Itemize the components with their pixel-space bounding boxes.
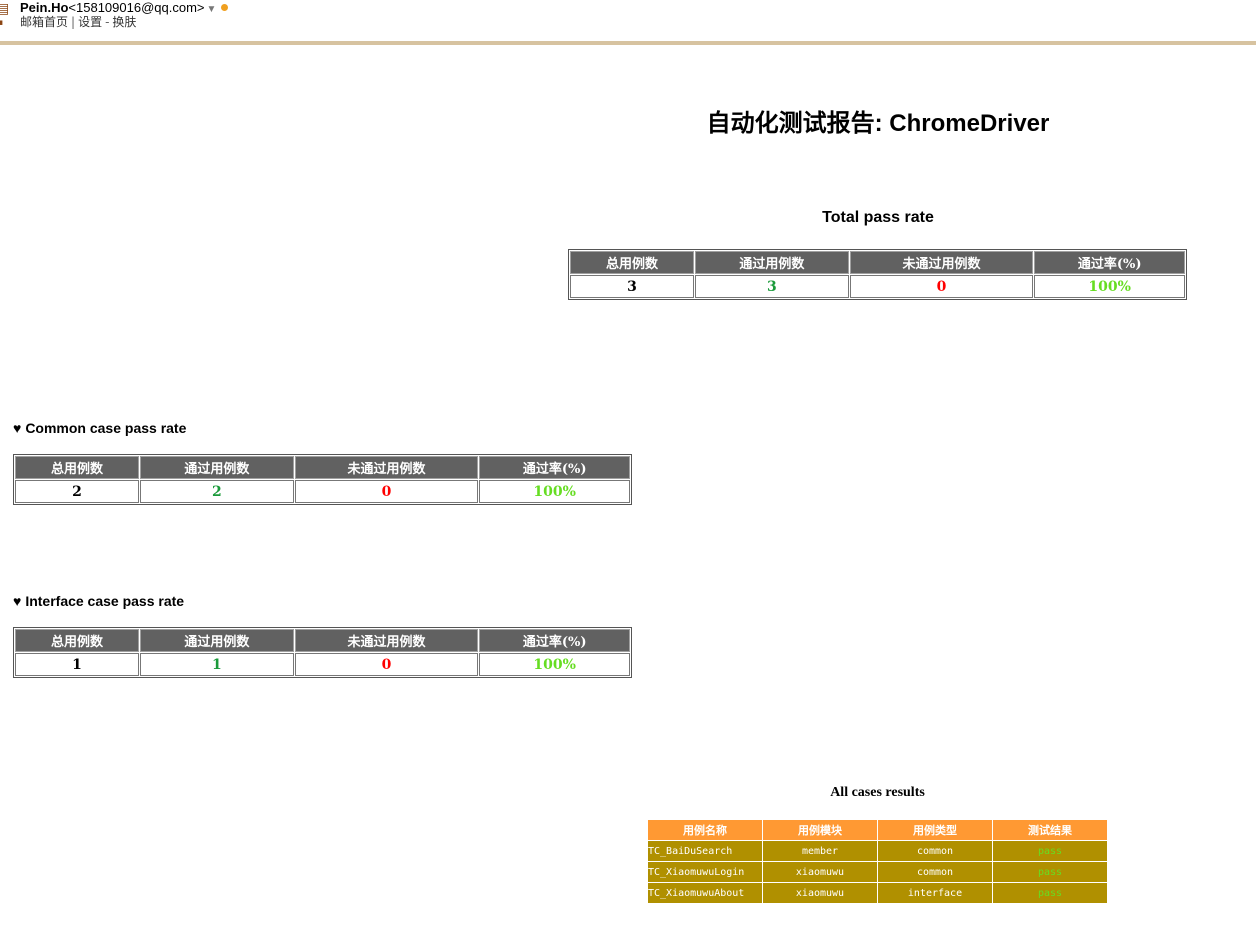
col-case-module: 用例模块 xyxy=(762,819,878,841)
heart-icon: ♥ xyxy=(13,420,22,436)
interface-pass-rate-table: 总用例数 通过用例数 未通过用例数 通过率(%) 1 1 0 100% xyxy=(13,627,632,678)
account-switcher[interactable]: Pein.Ho<158109016@qq.com> ▼ xyxy=(20,0,229,18)
case-name: TC_BaiDuSearch xyxy=(647,840,763,862)
pass-rate: 100% xyxy=(479,653,630,676)
user-name: Pein.Ho xyxy=(20,0,69,15)
case-name: TC_XiaomuwuAbout xyxy=(647,882,763,904)
common-pass-rate-heading: ♥ Common case pass rate xyxy=(13,420,186,436)
notification-dot-icon[interactable] xyxy=(221,4,229,11)
case-module: xiaomuwu xyxy=(762,882,878,904)
mail-logo-sub-icon: ▪ xyxy=(0,18,4,28)
report-title: 自动化测试报告: ChromeDriver xyxy=(706,110,1050,137)
col-passed: 通过用例数 xyxy=(139,456,294,479)
col-total: 总用例数 xyxy=(15,629,139,652)
passed-count: 3 xyxy=(694,275,849,298)
mail-logo-icon[interactable]: ▤ xyxy=(0,1,10,17)
total-count: 2 xyxy=(15,480,139,503)
col-total: 总用例数 xyxy=(15,456,139,479)
col-case-type: 用例类型 xyxy=(877,819,993,841)
nav-dash: - xyxy=(105,15,110,29)
table-row: 2 2 0 100% xyxy=(15,480,630,503)
case-name: TC_XiaomuwuLogin xyxy=(647,861,763,883)
col-failed: 未通过用例数 xyxy=(849,251,1034,274)
passed-count: 1 xyxy=(139,653,294,676)
col-passed: 通过用例数 xyxy=(694,251,849,274)
case-type: interface xyxy=(877,882,993,904)
common-heading-text: Common case pass rate xyxy=(25,420,187,436)
settings-link[interactable]: 设置 xyxy=(78,15,103,29)
total-count: 3 xyxy=(570,275,694,298)
nav-separator: | xyxy=(71,15,76,29)
col-test-result: 测试结果 xyxy=(992,819,1108,841)
mail-home-link[interactable]: 邮箱首页 xyxy=(20,15,69,29)
col-rate: 通过率(%) xyxy=(1034,251,1185,274)
mail-topbar: ▤ ▪ Pein.Ho<158109016@qq.com> ▼ 邮箱首页 | 设置 - 换… xyxy=(0,0,1256,41)
table-row: 3 3 0 100% xyxy=(570,275,1185,298)
table-row: TC_XiaomuwuAbout xiaomuwu interface pass xyxy=(647,882,1108,904)
table-header-row: 总用例数 通过用例数 未通过用例数 通过率(%) xyxy=(15,629,630,652)
skin-link[interactable]: 换肤 xyxy=(112,15,137,29)
interface-pass-rate-heading: ♥ Interface case pass rate xyxy=(13,593,184,609)
case-result: pass xyxy=(992,840,1108,862)
table-row: 1 1 0 100% xyxy=(15,653,630,676)
col-rate: 通过率(%) xyxy=(479,456,630,479)
pass-rate: 100% xyxy=(1034,275,1185,298)
failed-count: 0 xyxy=(294,480,479,503)
mail-nav: 邮箱首页 | 设置 - 换肤 xyxy=(20,14,136,30)
col-case-name: 用例名称 xyxy=(647,819,763,841)
col-total: 总用例数 xyxy=(570,251,694,274)
total-pass-rate-heading: Total pass rate xyxy=(822,209,934,226)
case-type: common xyxy=(877,840,993,862)
pass-rate: 100% xyxy=(479,480,630,503)
table-row: TC_XiaomuwuLogin xiaomuwu common pass xyxy=(647,861,1108,883)
dropdown-arrow-icon[interactable]: ▼ xyxy=(206,4,217,15)
user-email: <158109016@qq.com> xyxy=(68,0,205,15)
case-result: pass xyxy=(992,861,1108,883)
failed-count: 0 xyxy=(294,653,479,676)
table-header-row: 用例名称 用例模块 用例类型 测试结果 xyxy=(647,819,1108,841)
interface-heading-text: Interface case pass rate xyxy=(25,593,185,609)
heart-icon: ♥ xyxy=(13,593,22,609)
col-failed: 未通过用例数 xyxy=(294,629,479,652)
case-type: common xyxy=(877,861,993,883)
case-result: pass xyxy=(992,882,1108,904)
all-cases-table: 用例名称 用例模块 用例类型 测试结果 TC_BaiDuSearch membe… xyxy=(647,819,1108,904)
col-rate: 通过率(%) xyxy=(479,629,630,652)
case-module: member xyxy=(762,840,878,862)
common-pass-rate-table: 总用例数 通过用例数 未通过用例数 通过率(%) 2 2 0 100% xyxy=(13,454,632,505)
table-header-row: 总用例数 通过用例数 未通过用例数 通过率(%) xyxy=(15,456,630,479)
total-pass-rate-table: 总用例数 通过用例数 未通过用例数 通过率(%) 3 3 0 100% xyxy=(568,249,1187,300)
passed-count: 2 xyxy=(139,480,294,503)
case-module: xiaomuwu xyxy=(762,861,878,883)
all-cases-heading: All cases results xyxy=(830,785,925,800)
topbar-divider xyxy=(0,41,1256,45)
col-failed: 未通过用例数 xyxy=(294,456,479,479)
col-passed: 通过用例数 xyxy=(139,629,294,652)
total-count: 1 xyxy=(15,653,139,676)
failed-count: 0 xyxy=(849,275,1034,298)
table-header-row: 总用例数 通过用例数 未通过用例数 通过率(%) xyxy=(570,251,1185,274)
table-row: TC_BaiDuSearch member common pass xyxy=(647,840,1108,862)
